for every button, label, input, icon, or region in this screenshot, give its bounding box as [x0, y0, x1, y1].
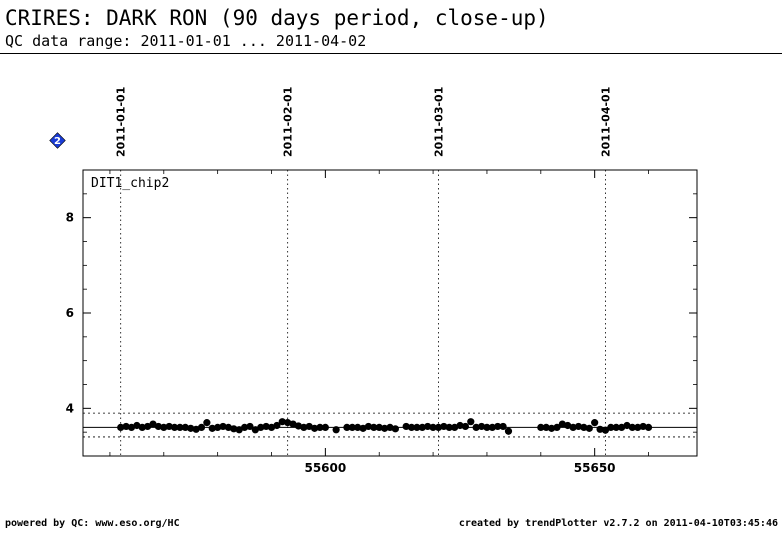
data-point [391, 425, 399, 433]
data-point [386, 423, 394, 431]
data-point [332, 426, 340, 434]
data-point [284, 419, 292, 427]
data-point [144, 422, 152, 431]
data-point [354, 423, 362, 431]
data-point [165, 422, 173, 431]
data-point [300, 423, 308, 431]
data-point [235, 426, 243, 434]
data-point [219, 422, 227, 431]
footer-credit: powered by QC: www.eso.org/HC [5, 518, 180, 529]
data-point [440, 422, 448, 431]
y-tick-label: 4 [66, 401, 74, 415]
data-point [407, 423, 416, 431]
data-point [494, 422, 502, 431]
data-point [348, 423, 356, 431]
data-point [203, 419, 211, 427]
data-point [413, 423, 421, 431]
data-point [553, 423, 561, 431]
data-point [310, 424, 319, 432]
data-point [117, 423, 125, 431]
footer-generator: created by trendPlotter v2.7.2 on 2011-0… [458, 518, 778, 529]
header-divider [0, 53, 782, 54]
panel-label: DIT1_chip2 [91, 176, 169, 191]
data-point [639, 422, 647, 431]
data-point [434, 423, 443, 431]
data-point [208, 424, 216, 432]
data-point [257, 423, 265, 431]
data-point [483, 423, 491, 431]
data-point [488, 423, 496, 431]
data-point [240, 423, 249, 431]
data-point [154, 422, 163, 431]
badge-label: 2 [54, 136, 61, 147]
data-point [585, 424, 593, 432]
badge-diamond-icon [49, 132, 66, 149]
data-point [364, 422, 373, 431]
data-point [456, 421, 464, 430]
x-tick-label: 55650 [574, 461, 616, 475]
data-point [321, 423, 329, 431]
data-point [122, 422, 130, 431]
data-point [176, 423, 184, 431]
data-point [547, 424, 556, 432]
data-point [574, 422, 583, 431]
data-point [477, 422, 486, 431]
data-point [580, 423, 588, 431]
plot-number-badge: 2 [49, 132, 66, 149]
data-point [607, 423, 615, 431]
data-point [370, 423, 378, 431]
y-tick-label: 8 [66, 211, 74, 225]
date-marker-label: 2011-02-01 [282, 87, 295, 157]
data-point [644, 423, 653, 431]
data-point [402, 422, 410, 431]
data-point [472, 423, 480, 431]
data-point [558, 420, 566, 428]
data-point [537, 423, 545, 431]
data-point [278, 418, 286, 426]
data-point [461, 422, 470, 431]
data-point [262, 422, 270, 431]
data-point [634, 423, 642, 431]
data-point [591, 419, 599, 427]
data-point [343, 423, 351, 431]
data-point [612, 423, 620, 431]
data-point [181, 423, 189, 431]
page-title: CRIRES: DARK RON (90 days period, close-… [5, 6, 549, 30]
date-marker-label: 2011-04-01 [599, 87, 612, 157]
data-point [224, 423, 233, 431]
data-point [504, 427, 513, 435]
data-point [251, 426, 259, 434]
data-point [467, 418, 475, 426]
data-point [445, 423, 453, 431]
data-point [499, 422, 507, 431]
data-point [170, 423, 179, 431]
data-point [214, 423, 222, 431]
data-point [628, 423, 636, 431]
data-point [246, 422, 254, 431]
y-tick-label: 6 [66, 306, 74, 320]
data-point [424, 422, 432, 431]
data-point [596, 425, 604, 433]
data-point [381, 424, 389, 432]
data-point [149, 420, 157, 428]
data-point [542, 423, 550, 431]
data-point [197, 423, 206, 431]
date-marker-label: 2011-01-01 [115, 87, 128, 157]
data-point [273, 421, 281, 430]
data-point [138, 423, 146, 431]
data-point [569, 423, 577, 431]
date-marker-label: 2011-03-01 [432, 87, 445, 157]
x-tick-label: 55600 [304, 461, 346, 475]
data-point [601, 426, 610, 434]
data-point [187, 424, 195, 432]
page-subtitle: QC data range: 2011-01-01 ... 2011-04-02 [5, 32, 367, 50]
data-point [160, 423, 168, 431]
data-point [294, 422, 303, 430]
data-point [230, 425, 238, 433]
data-point [418, 423, 426, 431]
data-point [429, 423, 437, 431]
data-point [375, 423, 383, 431]
data-point [316, 423, 324, 431]
